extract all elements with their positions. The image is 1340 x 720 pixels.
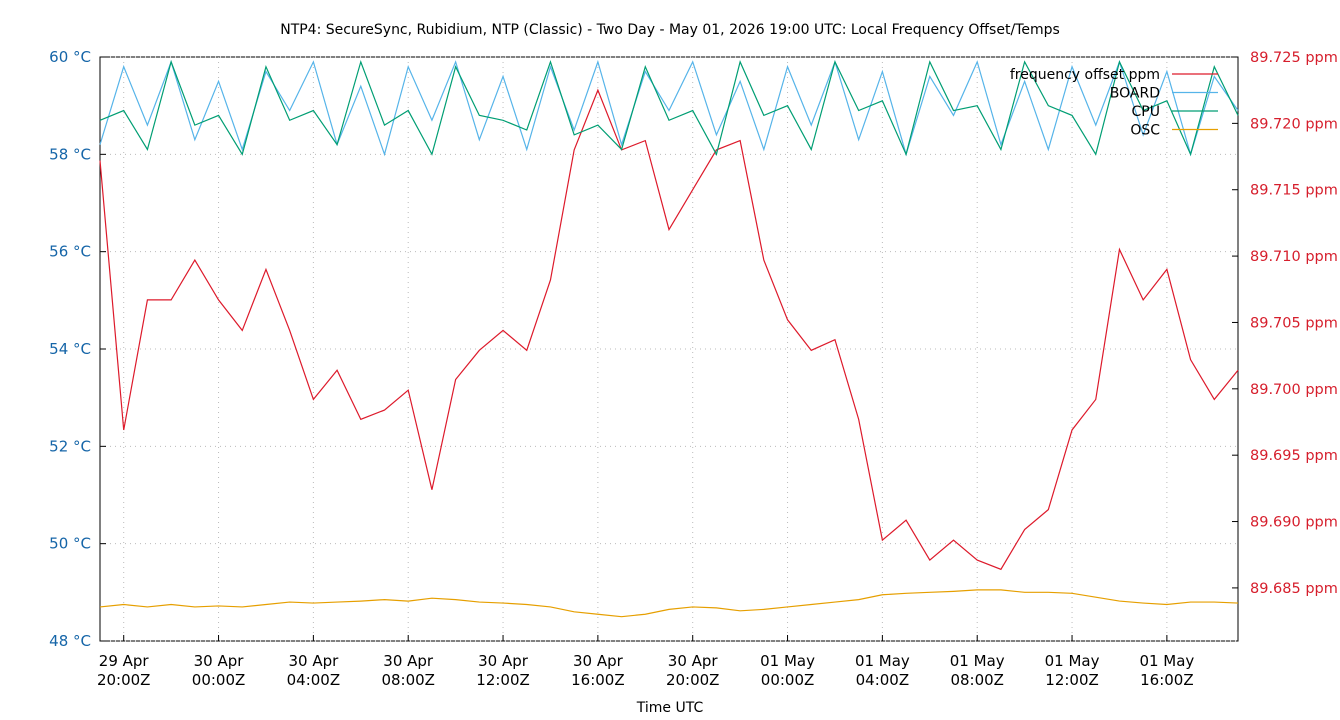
- y2-tick-label: 89.720 ppm: [1250, 116, 1338, 132]
- x-tick-label: 30 Apr 00:00Z: [192, 652, 246, 689]
- x-tick-label: 30 Apr 08:00Z: [381, 652, 435, 689]
- series-line: [99, 59, 1239, 157]
- y-tick-label: 56 °C: [49, 243, 91, 261]
- x-tick-label: 30 Apr 12:00Z: [476, 652, 530, 689]
- y-tick-label: 50 °C: [49, 535, 91, 553]
- y2-tick-label: 89.700 ppm: [1250, 382, 1338, 398]
- x-tick-label: 30 Apr 20:00Z: [666, 652, 720, 689]
- legend-label: OSC: [1130, 123, 1160, 139]
- legend-label: CPU: [1132, 104, 1160, 120]
- y2-tick-label: 89.685 ppm: [1250, 581, 1338, 597]
- x-tick-label: 01 May 16:00Z: [1139, 652, 1194, 689]
- y2-tick-label: 89.705 ppm: [1250, 315, 1338, 331]
- chart-title: NTP4: SecureSync, Rubidium, NTP (Classic…: [280, 22, 1060, 38]
- x-tick-label: 01 May 12:00Z: [1045, 652, 1100, 689]
- y2-tick-label: 89.710 ppm: [1250, 249, 1338, 265]
- x-tick-label: 01 May 04:00Z: [855, 652, 910, 689]
- x-tick-label: 01 May 08:00Z: [950, 652, 1005, 689]
- series-line: [99, 59, 1239, 157]
- x-tick-label: 30 Apr 16:00Z: [571, 652, 625, 689]
- x-axis-label: Time UTC: [636, 700, 704, 716]
- y-tick-label: 60 °C: [49, 48, 91, 66]
- x-tick-label: 30 Apr 04:00Z: [287, 652, 341, 689]
- y-tick-label: 52 °C: [49, 437, 91, 455]
- x-tick-label: 01 May 00:00Z: [760, 652, 815, 689]
- y-tick-label: 58 °C: [49, 145, 91, 163]
- legend-label: frequency offset ppm: [1010, 67, 1160, 83]
- y2-tick-label: 89.715 ppm: [1250, 183, 1338, 199]
- x-tick-label: 29 Apr 20:00Z: [97, 652, 151, 689]
- series-line: [99, 589, 1239, 618]
- legend-label: BOARD: [1110, 86, 1160, 102]
- y2-tick-label: 89.690 ppm: [1250, 515, 1338, 531]
- y2-tick-label: 89.725 ppm: [1250, 50, 1338, 66]
- y2-tick-label: 89.695 ppm: [1250, 448, 1338, 464]
- y-tick-label: 48 °C: [49, 632, 91, 650]
- y-tick-label: 54 °C: [49, 340, 91, 358]
- series-line: [99, 88, 1239, 571]
